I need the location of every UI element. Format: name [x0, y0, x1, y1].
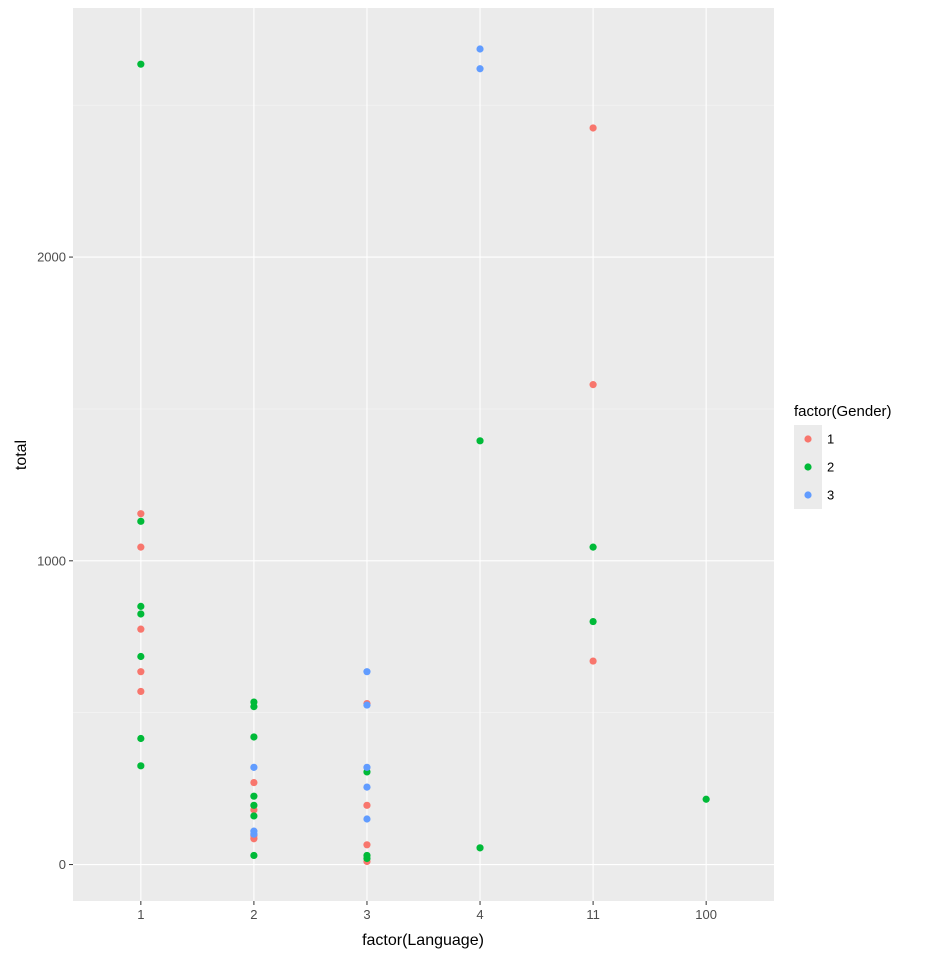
x-tick-label: 4	[476, 907, 483, 922]
data-point-gender-2	[363, 854, 371, 863]
x-tick-label: 2	[250, 907, 257, 922]
data-point-gender-1	[589, 124, 597, 132]
data-point-gender-2	[137, 517, 145, 525]
data-point-gender-3	[250, 830, 258, 838]
data-point-gender-3	[250, 763, 258, 771]
data-point-gender-1	[250, 778, 258, 787]
data-point-gender-2	[137, 652, 145, 661]
data-point-gender-2	[137, 762, 145, 770]
data-point-gender-1	[363, 841, 371, 849]
data-point-gender-2	[137, 610, 145, 618]
grid-minor	[73, 104, 774, 713]
y-tick-label: 2000	[37, 250, 66, 265]
legend-title: factor(Gender)	[794, 403, 892, 420]
data-point-gender-3	[363, 701, 371, 709]
data-point-gender-2	[250, 703, 258, 711]
x-axis: 1 2 3 4 11 100	[137, 901, 717, 922]
data-point-gender-2	[250, 851, 258, 860]
data-point-gender-3	[363, 668, 371, 676]
data-point-gender-1	[137, 625, 145, 633]
legend-label: 2	[827, 460, 834, 475]
data-point-gender-1	[589, 657, 597, 665]
data-point-gender-2	[702, 795, 710, 803]
data-point-gender-1	[137, 543, 145, 551]
data-point-gender-2	[250, 801, 258, 809]
data-point-gender-3	[476, 45, 484, 53]
data-point-gender-2	[589, 617, 597, 626]
y-tick-label: 1000	[37, 553, 66, 568]
data-point-gender-1	[137, 510, 145, 518]
data-points	[137, 45, 710, 866]
data-point-gender-3	[363, 763, 371, 771]
data-point-gender-2	[250, 733, 258, 741]
data-point-gender-2	[476, 437, 484, 445]
data-point-gender-2	[137, 734, 145, 743]
data-point-gender-3	[363, 815, 371, 823]
y-tick-label: 0	[59, 857, 66, 872]
data-point-gender-1	[137, 687, 145, 696]
data-point-gender-2	[250, 792, 258, 800]
legend-marker	[804, 435, 812, 443]
y-axis: 0 1000 2000	[37, 250, 73, 872]
x-tick-label: 3	[363, 907, 370, 922]
data-point-gender-1	[589, 381, 597, 389]
data-point-gender-1	[137, 668, 145, 676]
data-point-gender-2	[250, 812, 258, 820]
legend-marker	[804, 463, 812, 471]
data-point-gender-3	[363, 783, 371, 791]
y-axis-title: total	[13, 440, 30, 470]
legend-marker	[804, 491, 812, 499]
x-tick-label: 100	[695, 907, 717, 922]
x-axis-title: factor(Language)	[362, 932, 484, 949]
legend: factor(Gender) 1 2 3	[794, 403, 892, 509]
data-point-gender-2	[137, 60, 145, 68]
legend-label: 3	[827, 488, 834, 503]
data-point-gender-2	[589, 543, 597, 551]
x-tick-label: 1	[137, 907, 144, 922]
data-point-gender-2	[476, 844, 484, 852]
grid-major	[73, 8, 774, 901]
data-point-gender-2	[137, 602, 145, 610]
legend-label: 1	[827, 432, 834, 447]
x-tick-label: 11	[586, 907, 600, 922]
plot-panel	[73, 8, 774, 901]
data-point-gender-3	[476, 65, 484, 73]
data-point-gender-1	[363, 801, 371, 809]
